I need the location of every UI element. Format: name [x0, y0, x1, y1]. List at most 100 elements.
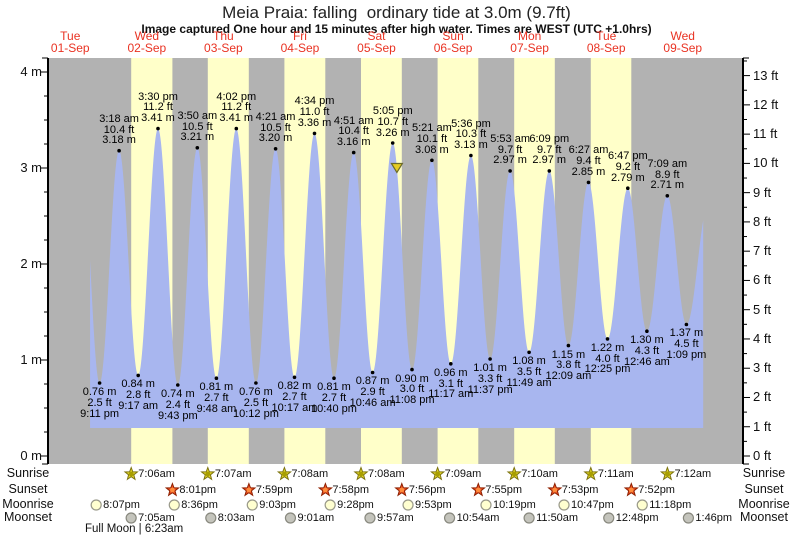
- low-tide-label: 1.22 m 4.0 ft 12:25 pm: [585, 341, 631, 375]
- astro-row-label-right: Sunrise: [742, 466, 786, 480]
- tide-extreme-dot: [684, 322, 689, 327]
- tide-label-line: 1:09 pm: [666, 349, 707, 362]
- feet-axis-label: 5 ft: [753, 301, 772, 317]
- day-name: Tue: [596, 29, 617, 43]
- tide-extreme-dot: [508, 169, 512, 173]
- tide-label-line: 10:40 pm: [311, 402, 357, 415]
- meter-axis-label: 3 m: [20, 160, 42, 175]
- astro-time: 7:08am: [291, 467, 329, 480]
- high-tide-label: 5:05 pm 10.7 ft 3.26 m: [373, 106, 413, 138]
- moonrise-icon: [558, 499, 570, 511]
- tide-label-line: 4:51 am: [333, 114, 374, 127]
- sunset-icon-center: [552, 487, 558, 493]
- tide-extreme-dot: [547, 169, 552, 173]
- astro-time: 7:52pm: [638, 483, 675, 496]
- moonset-icon: [125, 512, 137, 524]
- tide-label-line: 11.2 ft: [221, 101, 252, 114]
- tide-label-line: 1.30 m: [630, 334, 664, 347]
- high-tide-label: 6:27 am 9.4 ft 2.85 m: [569, 145, 609, 177]
- sunset-icon-center: [322, 487, 328, 493]
- low-tide-label: 0.90 m 3.0 ft 11:08 pm: [389, 373, 435, 407]
- tide-extreme-dot: [370, 370, 375, 375]
- tide-label-line: 2.79 m: [611, 171, 645, 184]
- astro-time: 7:12am: [674, 467, 712, 480]
- day-name: Wed: [670, 29, 695, 43]
- tide-label-line: 5:05 pm: [372, 105, 413, 118]
- sunrise-icon-center: [588, 471, 594, 477]
- day-name: Tue: [60, 29, 81, 43]
- astro-row-label-left: Sunset: [8, 482, 48, 496]
- day-name: Wed: [134, 29, 160, 43]
- tide-label-line: 10.4 ft: [338, 125, 369, 138]
- tide-extreme-dot: [176, 383, 180, 387]
- tide-extreme-dot: [234, 126, 239, 131]
- tide-extreme-dot: [214, 376, 219, 381]
- high-tide-label: 4:51 am 10.4 ft 3.16 m: [333, 114, 374, 148]
- day-label: Thu 03-Sep: [204, 30, 243, 54]
- low-tide-label: 0.87 m 2.9 ft 10:46 am: [350, 376, 396, 408]
- tide-extreme-dot: [645, 329, 649, 334]
- tide-extreme-dot: [292, 375, 297, 380]
- astro-time: 8:07pm: [103, 498, 140, 511]
- tide-extreme-dot: [254, 381, 258, 385]
- astro-time: 7:55pm: [485, 483, 523, 496]
- moonset-icon: [284, 512, 297, 524]
- high-tide-label: 4:34 pm 11.0 ft 3.36 m: [295, 96, 335, 128]
- tide-label-line: 2.9 ft: [360, 386, 385, 399]
- tide-label-line: 3:30 pm: [138, 90, 178, 103]
- astro-time: 7:53pm: [561, 483, 599, 496]
- tide-extreme-dot: [586, 180, 591, 185]
- day-date: 04-Sep: [280, 40, 320, 55]
- moonrise-icon: [246, 499, 258, 511]
- tide-label-line: 0.81 m: [199, 381, 234, 394]
- day-name: Sun: [442, 29, 464, 43]
- astro-row-label-left: Moonset: [4, 510, 52, 524]
- astro-time: 11:18pm: [649, 498, 692, 511]
- astro-time: 7:10am: [521, 467, 558, 480]
- high-tide-label: 3:50 am 10.5 ft 3.21 m: [177, 110, 217, 143]
- tide-label-line: 1.22 m: [590, 341, 625, 354]
- tide-extreme-dot: [312, 131, 317, 136]
- day-date: 01-Sep: [50, 40, 90, 55]
- moonset-icon: [523, 512, 535, 524]
- tide-label-line: 11:37 pm: [467, 383, 513, 396]
- tide-label-line: 3.18 m: [102, 134, 136, 147]
- tide-label-line: 7:09 am: [647, 157, 688, 170]
- day-name: Mon: [517, 29, 542, 43]
- low-tide-label: 0.74 m 2.4 ft 9:43 pm: [158, 389, 198, 421]
- tide-label-line: 3.13 m: [454, 139, 488, 152]
- astro-time: 12:48pm: [615, 511, 659, 524]
- astro-time: 7:58pm: [332, 483, 370, 496]
- tide-label-line: 10.7 ft: [377, 115, 409, 128]
- tide-label-line: 3.0 ft: [399, 383, 425, 396]
- feet-axis-label: 12 ft: [753, 96, 779, 112]
- tide-extreme-dot: [430, 158, 434, 163]
- tide-label-line: 3.41 m: [219, 112, 254, 125]
- sunrise-icon-center: [358, 471, 364, 477]
- feet-axis-label: 1 ft: [753, 418, 772, 434]
- astro-time: 10:19pm: [492, 498, 536, 511]
- tide-label-line: 10.3 ft: [455, 128, 487, 141]
- tide-extreme-dot: [665, 194, 670, 198]
- tide-label-line: 11:08 pm: [389, 394, 435, 407]
- tide-label-line: 9.7 ft: [537, 143, 562, 156]
- day-date: 02-Sep: [127, 40, 167, 55]
- tide-label-line: 3.41 m: [141, 112, 175, 125]
- day-label: Tue 08-Sep: [587, 29, 626, 54]
- tide-extreme-dot: [469, 153, 473, 158]
- tide-extreme-dot: [136, 373, 140, 378]
- feet-axis-label: 6 ft: [753, 272, 772, 288]
- low-tide-label: 1.08 m 3.5 ft 11:49 am: [507, 356, 552, 388]
- astro-time: 8:03am: [217, 511, 255, 524]
- tide-label-line: 2.7 ft: [282, 391, 307, 404]
- tide-label-line: 1.01 m: [473, 362, 507, 375]
- tide-label-line: 2.8 ft: [125, 389, 151, 402]
- sunrise-icon-center: [205, 471, 211, 477]
- tide-label-line: 9.2 ft: [615, 160, 641, 173]
- tide-extreme-dot: [273, 147, 278, 151]
- tide-label-line: 0.74 m: [161, 387, 195, 400]
- tide-label-line: 4.3 ft: [634, 344, 660, 357]
- astro-time: 10:47pm: [571, 498, 614, 511]
